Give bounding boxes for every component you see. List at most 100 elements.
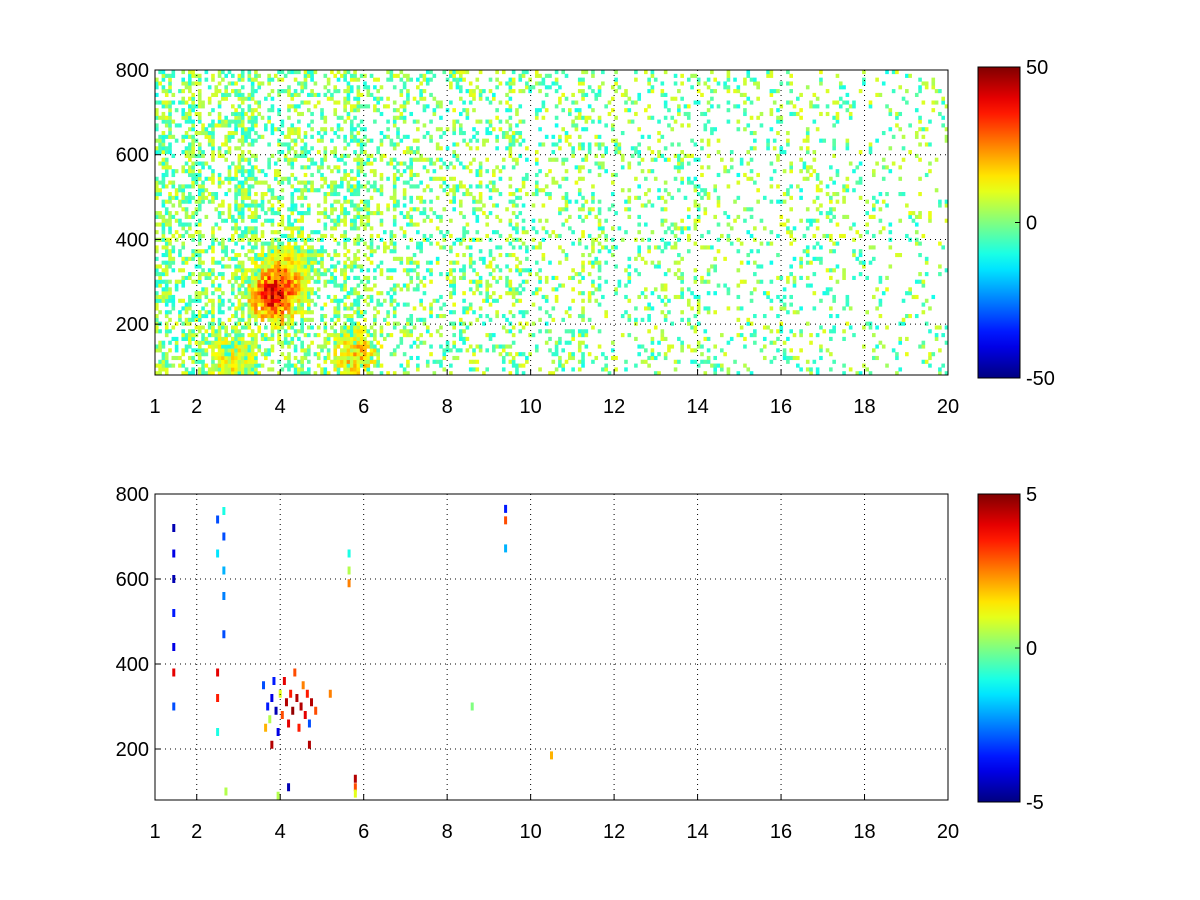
heatmap-cell (574, 199, 579, 204)
heatmap-cell (475, 317, 480, 322)
heatmap-cell (462, 268, 466, 273)
heatmap-cell (541, 237, 546, 242)
heatmap-cell (356, 77, 361, 82)
heatmap-cell (250, 302, 255, 307)
heatmap-cell (211, 123, 215, 128)
heatmap-cell (257, 85, 262, 90)
heatmap-cell (155, 111, 159, 117)
heatmap-cell (382, 230, 387, 235)
heatmap-cell (316, 333, 321, 338)
heatmap-cell (478, 192, 483, 197)
heatmap-cell (511, 165, 516, 170)
heatmap-cell (558, 283, 562, 288)
heatmap-cell (201, 306, 205, 311)
heatmap-cell (227, 333, 232, 338)
heatmap-cell (779, 199, 784, 204)
heatmap-cell (353, 348, 357, 353)
heatmap-cell (270, 260, 275, 265)
heatmap-cell (634, 100, 638, 105)
heatmap-cell (353, 108, 357, 113)
heatmap-cell (402, 302, 407, 307)
heatmap-cell (518, 298, 523, 303)
heatmap-cell (267, 199, 271, 204)
heatmap-cell (359, 348, 364, 353)
heatmap-cell (343, 272, 347, 277)
heatmap-cell (234, 355, 238, 361)
heatmap-cell (812, 199, 817, 204)
heatmap-cell (257, 348, 262, 353)
heatmap-cell (743, 77, 747, 82)
heatmap-cell (349, 104, 354, 109)
heatmap-cell (346, 371, 351, 375)
heatmap-cell (653, 245, 658, 250)
heatmap-cell (796, 96, 800, 101)
heatmap-cell (330, 127, 334, 132)
heatmap-cell (313, 70, 318, 75)
heatmap-cell (782, 302, 787, 307)
heatmap-cell (214, 363, 219, 368)
heatmap-cell (406, 272, 410, 277)
heatmap-cell (293, 218, 298, 223)
heatmap-cell (240, 195, 245, 200)
heatmap-cell (716, 195, 721, 200)
heatmap-cell (184, 371, 189, 375)
heatmap-cell (356, 314, 361, 319)
heatmap-cell (184, 333, 189, 338)
heatmap-cell (587, 150, 592, 155)
heatmap-cell (610, 226, 615, 231)
heatmap-cell (181, 96, 186, 101)
heatmap-cell (472, 279, 476, 284)
heatmap-cell (650, 348, 655, 353)
heatmap-cell (392, 241, 397, 246)
heatmap-cell (369, 287, 374, 292)
heatmap-cell (168, 348, 172, 353)
heatmap-cell (290, 222, 295, 227)
heatmap-cell (290, 314, 295, 319)
heatmap-cell (683, 195, 688, 200)
heatmap-cell (429, 134, 433, 139)
heatmap-cell (201, 340, 205, 345)
heatmap-cell (283, 260, 288, 265)
heatmap-cell (343, 96, 347, 101)
heatmap-cell (419, 195, 423, 200)
heatmap-cell (297, 283, 301, 288)
heatmap-cell (776, 199, 780, 204)
heatmap-cell (287, 245, 291, 250)
heatmap-cell (769, 161, 774, 166)
heatmap-cell (554, 142, 559, 147)
heatmap-cell (571, 119, 575, 124)
heatmap-cell (743, 108, 747, 113)
heatmap-cell (462, 131, 466, 136)
heatmap-cell (184, 275, 189, 280)
heatmap-cell (379, 371, 384, 375)
heatmap-cell (373, 249, 377, 254)
heatmap-cell (462, 138, 466, 143)
heatmap-cell (743, 100, 747, 105)
heatmap-cell (346, 306, 351, 311)
heatmap-cell (316, 260, 321, 265)
heatmap-cell (297, 153, 301, 158)
heatmap-cell (518, 283, 523, 288)
heatmap-cell (769, 92, 774, 97)
heatmap-cell (320, 317, 324, 322)
heatmap-cell (396, 203, 400, 208)
heatmap-cell (458, 348, 463, 353)
heatmap-cell (449, 363, 453, 368)
heatmap-cell (178, 298, 182, 303)
heatmap-cell (158, 100, 162, 105)
heatmap-cell (191, 70, 195, 75)
heatmap-cell (472, 199, 476, 204)
heatmap-cell (323, 340, 328, 345)
heatmap-cell (273, 127, 278, 132)
heatmap-cell (231, 214, 235, 219)
heatmap-cell (247, 104, 252, 109)
heatmap-cell (277, 302, 281, 307)
heatmap-cell (759, 123, 764, 128)
heatmap-cell (293, 294, 298, 300)
heatmap-cell (736, 371, 741, 375)
heatmap-cell (214, 340, 219, 345)
heatmap-cell (564, 207, 569, 212)
heatmap-cell (359, 207, 364, 212)
heatmap-cell (306, 333, 311, 338)
heatmap-cell (686, 104, 691, 109)
